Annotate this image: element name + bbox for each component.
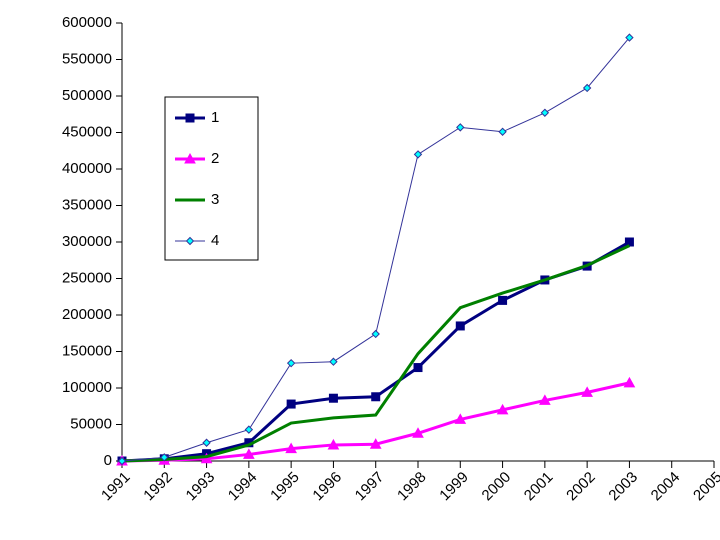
data-point [329, 357, 338, 366]
data-point [243, 448, 255, 459]
x-tick-label: 1997 [352, 469, 388, 505]
data-point [160, 453, 169, 462]
x-tick-label: 1999 [436, 469, 472, 505]
data-point [328, 393, 338, 403]
legend-marker [185, 113, 195, 123]
x-tick-label: 1992 [140, 469, 176, 505]
data-point [200, 452, 213, 464]
data-point [581, 386, 593, 397]
legend-label: 4 [211, 232, 219, 249]
data-point [456, 123, 465, 132]
data-point [498, 295, 508, 305]
data-point [285, 442, 297, 454]
x-tick-label: 1993 [183, 469, 219, 505]
data-point [369, 438, 382, 449]
x-tick-label: 2001 [521, 469, 557, 505]
y-tick-label: 550000 [62, 50, 112, 67]
legend-marker [185, 236, 195, 246]
legend-label: 1 [211, 109, 219, 126]
x-tick-label: 1998 [394, 469, 430, 505]
y-tick-label: 200000 [62, 306, 112, 323]
y-tick-label: 150000 [62, 342, 112, 359]
x-tick-label: 2002 [563, 469, 599, 505]
y-tick-label: 450000 [62, 123, 112, 140]
x-tick-label: 1991 [98, 469, 134, 505]
series-line [121, 240, 631, 463]
data-point [498, 127, 507, 136]
data-point [623, 376, 636, 388]
x-tick-label: 1995 [267, 469, 303, 505]
data-point [202, 438, 211, 447]
legend-label: 3 [211, 191, 219, 208]
data-point [413, 363, 423, 373]
data-point [540, 108, 550, 117]
data-point [413, 150, 423, 159]
data-point [371, 329, 380, 339]
x-tick-label: 1994 [225, 469, 261, 505]
data-point [371, 392, 381, 402]
y-tick-label: 250000 [62, 269, 112, 286]
x-tick-label: 2005 [690, 469, 720, 505]
data-point [455, 321, 465, 331]
data-point [286, 399, 296, 409]
data-point [582, 83, 592, 93]
data-point [625, 33, 634, 42]
legend-label: 2 [211, 150, 219, 167]
x-tick-label: 2000 [479, 469, 515, 505]
y-tick-label: 600000 [62, 14, 112, 31]
x-tick-label: 2004 [648, 469, 684, 505]
data-point [539, 394, 551, 405]
data-point [244, 425, 254, 434]
y-tick-label: 0 [104, 452, 112, 469]
y-tick-label: 50000 [70, 415, 112, 432]
x-tick-label: 2003 [605, 469, 641, 505]
legend-marker [184, 152, 196, 164]
data-point [412, 427, 424, 438]
data-point [624, 237, 634, 247]
data-point [327, 438, 340, 450]
legend-box [164, 96, 259, 261]
data-point [496, 403, 509, 415]
y-tick-label: 500000 [62, 87, 112, 104]
y-tick-label: 400000 [62, 160, 112, 177]
y-tick-label: 350000 [62, 196, 112, 213]
data-point [454, 413, 467, 424]
series-line [121, 244, 631, 463]
x-tick-label: 1996 [309, 469, 345, 505]
y-tick-label: 300000 [62, 233, 112, 250]
y-tick-label: 100000 [62, 379, 112, 396]
data-point [286, 358, 296, 368]
data-point [117, 456, 127, 466]
